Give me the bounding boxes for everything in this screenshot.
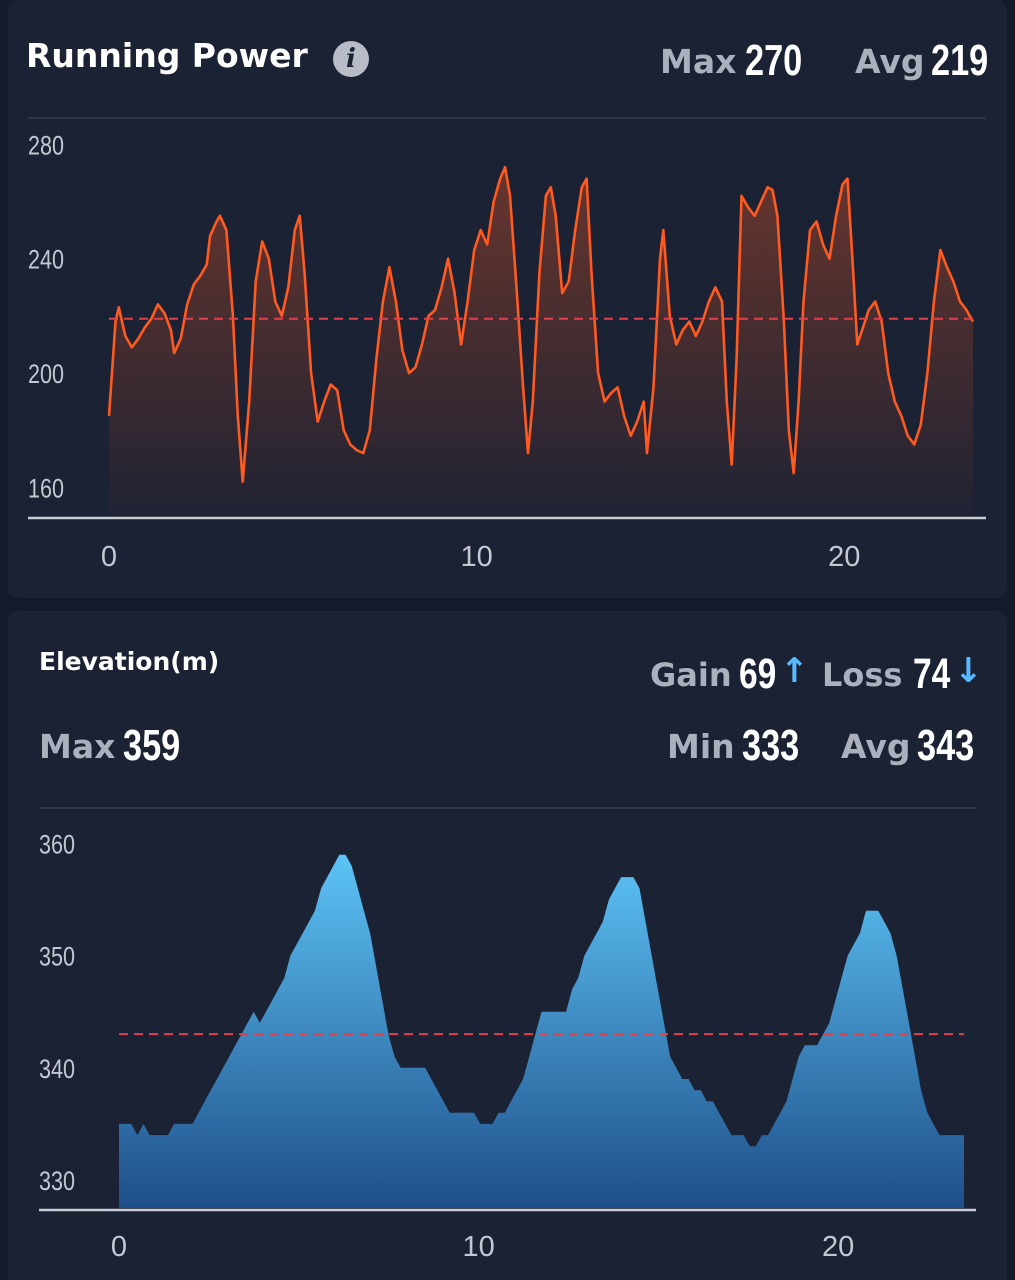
power-max-value: 270 [745,36,803,85]
y-tick-label: 340 [39,1054,75,1084]
x-tick-label: 10 [462,1231,494,1263]
elevation-gain-label: Gain [650,656,732,694]
y-tick-label: 350 [39,942,75,972]
power-chart: 160 200 240 280 0 10 20 [28,130,986,573]
power-line [107,165,975,483]
y-tick-label: 160 [28,473,64,503]
elevation-title: Elevation(m) [39,647,220,676]
running-power-card: Running Power i Max 270 Avg 219 160 200 24… [8,0,1007,598]
elevation-header-divider [39,807,976,809]
y-tick-label: 360 [39,829,75,859]
power-avg-label: Avg [855,42,925,81]
x-tick-label: 0 [101,541,117,573]
y-tick-label: 240 [28,245,64,275]
elevation-chart: 330 340 350 360 0 10 20 [39,829,976,1263]
elevation-max-value: 359 [123,721,181,770]
power-avg-value: 219 [931,36,989,85]
elevation-gain-value: 69 [739,650,777,698]
elevation-area [119,854,964,1208]
page-title: Running Power [26,36,308,75]
gain-arrow-icon: ↑ [780,651,809,691]
x-tick-label: 10 [461,541,493,573]
y-tick-label: 330 [39,1166,75,1196]
power-header-divider [28,117,986,119]
elevation-card: Elevation(m) Gain 69 ↑ Loss 74 ↓ Max 359… [8,611,1007,1280]
elevation-min-value: 333 [742,721,800,770]
elevation-loss-label: Loss [822,656,903,694]
y-tick-label: 200 [28,359,64,389]
power-area [109,167,973,516]
elevation-min-label: Min [667,727,735,766]
x-tick-label: 20 [828,541,860,573]
elevation-loss-value: 74 [913,650,951,698]
elevation-avg-label: Avg [841,727,911,766]
elevation-avg-value: 343 [917,721,975,770]
x-tick-label: 0 [111,1231,127,1263]
x-tick-label: 20 [822,1231,854,1263]
y-tick-label: 280 [28,130,64,160]
loss-arrow-icon: ↓ [954,651,983,691]
power-max-label: Max [660,42,737,81]
info-icon[interactable]: i [333,41,369,77]
elevation-max-label: Max [39,727,116,766]
